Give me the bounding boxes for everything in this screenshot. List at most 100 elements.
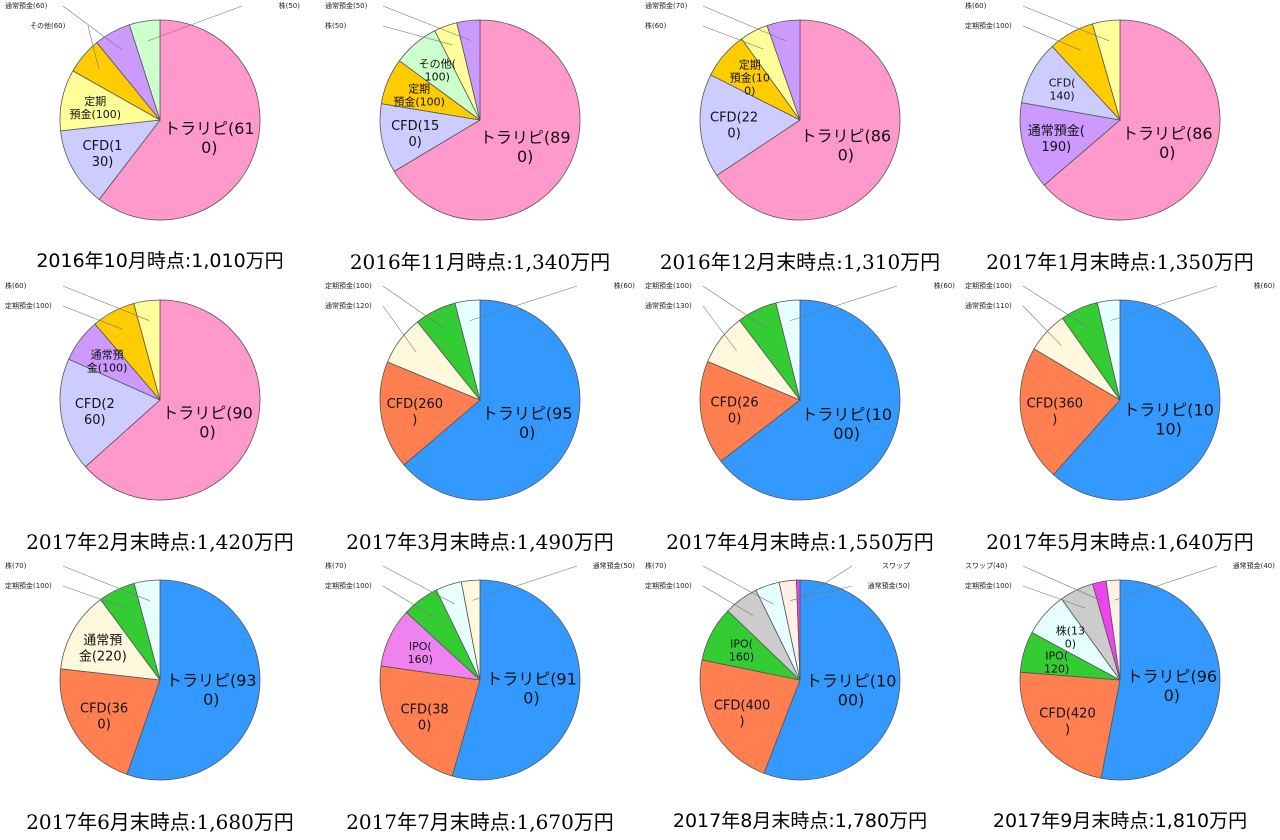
slice-label-定期預金: 定期預金(100) <box>645 581 692 590</box>
pie-svg-10: トラリピ(91 0) CFD(38 0) IPO(160) 定期預金(100) 株(70) 通… <box>325 561 635 781</box>
chart-title: 2017年8月末時点:1,780万円 <box>672 810 928 832</box>
slice-label-通常預金: 通常預金(70) <box>645 1 688 10</box>
slice-label-定期預金: 定期預金(100) <box>325 281 372 290</box>
pie-chart-9: トラリピ(93 0) CFD(36 0) 通常預金(220) 定期預金(100) 株(70)… <box>0 560 320 840</box>
slice-label-定期預金: 定期預金(100) <box>393 81 445 108</box>
leader-line-通常預金 <box>1022 305 1062 346</box>
slice-label-IPO: IPO(160) <box>729 637 754 663</box>
pie-slice-CFD <box>59 668 161 775</box>
chart-title: 2017年7月末時点:1,670万円 <box>346 810 614 834</box>
leader-line-通常預金 <box>702 305 737 352</box>
slice-label-CFD: CFD(1 30) <box>83 139 123 170</box>
chart-title: 2017年2月末時点:1,420万円 <box>26 530 294 554</box>
pie-slice-トラリピ <box>98 19 261 221</box>
chart-title: 2017年5月末時点:1,640万円 <box>986 530 1254 554</box>
leader-line-株 <box>1110 285 1218 321</box>
pie-slice-通常預金 <box>456 19 481 121</box>
slice-label-CFD: CFD(400) <box>714 698 770 729</box>
slice-label-CFD: CFD(15 0) <box>391 119 439 150</box>
slice-label-スワップ: スワップ <box>882 562 910 570</box>
leader-line-定期預金 <box>62 305 123 330</box>
leader-line-通常預金 <box>382 5 471 41</box>
chart-title: 2017年3月末時点:1,490万円 <box>346 530 614 554</box>
pie-slice-通常預金 <box>1019 102 1121 186</box>
pie-slice-CFD <box>699 74 801 176</box>
pie-svg-2: トラリピ(89 0) CFD(15 0) 定期預金(100)その他(100) 株(50) 通… <box>325 1 581 221</box>
slice-label-トラリピ: トラリピ(86 0) <box>1122 124 1213 162</box>
leader-line-定期預金 <box>1022 25 1081 51</box>
slice-label-通常預金: 通常預金(110) <box>965 301 1012 310</box>
pie-svg-1: トラリピ(61 0) CFD(1 30) 定期預金(100) その他(60) 通常預金(60… <box>5 1 301 221</box>
slice-label-その他: その他(60) <box>30 21 66 30</box>
slice-label-トラリピ: トラリピ(89 0) <box>480 128 571 166</box>
leader-line-株 <box>702 25 764 50</box>
chart-title: 2017年6月末時点:1,680万円 <box>26 810 294 834</box>
leader-line-定期預金 <box>382 585 433 617</box>
slice-label-トラリピ: トラリピ(93 0) <box>166 671 257 709</box>
pie-chart-12: トラリピ(96 0) CFD(420) IPO(120) 株(13 0) 定期預金(100)… <box>960 560 1280 840</box>
pie-chart-7: トラリピ(10 00) CFD(26 0) 通常預金(130) 定期預金(100) 株(60… <box>640 280 960 560</box>
pie-slice-通常預金 <box>460 579 481 681</box>
slice-label-トラリピ: トラリピ(61 0) <box>164 119 255 157</box>
leader-line-通常預金 <box>472 565 578 601</box>
pie-slice-トラリピ <box>84 299 261 501</box>
pie-slice-株 <box>454 299 481 401</box>
slice-label-CFD: CFD(420) <box>1039 707 1095 738</box>
pie-slice-CFD <box>379 103 482 172</box>
slice-label-通常預金: 通常預金(50) <box>868 581 911 590</box>
pie-slice-株 <box>1091 19 1121 121</box>
leader-line-株 <box>469 285 578 321</box>
chart-title: 2016年10月時点:1,010万円 <box>36 250 284 272</box>
leader-line-定期預金 <box>382 285 445 329</box>
leader-line-定期預金 <box>1022 285 1088 328</box>
slice-label-通常預金: 通常預金(120) <box>325 301 372 310</box>
pie-chart-2: トラリピ(89 0) CFD(15 0) 定期預金(100) その他(100) 株(50) 通… <box>320 0 640 280</box>
pie-chart-4: トラリピ(86 0) 通常預金(190) CFD(140) 定期預金(100) 株(60)… <box>960 0 1280 280</box>
pie-slice-スワップ <box>796 579 801 681</box>
leader-line-通常預金 <box>790 585 853 601</box>
leader-line-株 <box>147 5 243 42</box>
pie-slice-株 <box>1096 299 1121 401</box>
chart-title: 2016年11月時点:1,340万円 <box>349 250 611 274</box>
slice-label-株: 株(60) <box>645 21 667 30</box>
pie-slice-トラリピ <box>720 299 901 501</box>
pie-svg-6: トラリピ(95 0) CFD(260) 通常預金(120) 定期預金(100) 株(60) <box>325 281 636 501</box>
slice-label-株: 株(70) <box>645 561 667 570</box>
slice-label-定期預金: 定期預金(100) <box>965 581 1012 590</box>
slice-label-定期預金: 定期預金(100) <box>70 94 122 121</box>
slice-label-スワップ: スワップ(40) <box>965 562 1008 570</box>
pie-chart-10: トラリピ(91 0) CFD(38 0) IPO(160) 定期預金(100) 株(70) 通… <box>320 560 640 840</box>
slice-label-CFD: CFD(38 0) <box>401 702 449 733</box>
pie-slice-トラリピ <box>1052 299 1221 501</box>
slice-label-通常預金: 通常預金(130) <box>645 301 692 310</box>
slice-label-株: 株(70) <box>5 561 27 570</box>
pie-slice-CFD <box>60 119 161 200</box>
slice-label-定期預金: 定期預金(100) <box>325 581 372 590</box>
pie-svg-8: トラリピ(10 10) CFD(360) 通常預金(110) 定期預金(100) 株(60… <box>965 281 1275 501</box>
pie-slice-通常預金 <box>60 598 161 681</box>
slice-label-株: 株(60) <box>614 281 636 290</box>
slice-label-その他: その他(100) <box>419 58 456 84</box>
slice-label-定期預金: 定期預金(100) <box>645 281 692 290</box>
slice-label-トラリピ: トラリピ(95 0) <box>482 404 573 442</box>
slice-label-トラリピ: トラリピ(10 10) <box>1123 401 1214 439</box>
leader-line-通常預金 <box>1114 565 1218 601</box>
pie-slice-CFD <box>699 659 801 774</box>
leader-line-通常預金 <box>382 305 417 353</box>
chart-title: 2016年12月末時点:1,310万円 <box>659 250 941 274</box>
pie-svg-11: トラリピ(10 00) CFD(400) IPO(160) 定期預金(100) 株(70)… <box>645 561 911 781</box>
slice-label-株: 株(50) <box>279 1 301 10</box>
slice-label-CFD: CFD(22 0) <box>710 111 758 142</box>
pie-svg-7: トラリピ(10 00) CFD(26 0) 通常預金(130) 定期預金(100) 株(60… <box>645 281 955 501</box>
pie-slice-トラリピ <box>1043 19 1221 221</box>
pie-slice-株 <box>133 579 161 681</box>
pie-slice-トラリピ <box>393 19 581 221</box>
slice-label-トラリピ: トラリピ(91 0) <box>486 670 577 708</box>
leader-line-定期預金 <box>702 585 753 616</box>
leader-line-株 <box>702 565 774 605</box>
slice-label-CFD: CFD(260) <box>387 397 443 428</box>
pie-slice-CFD <box>1019 348 1121 476</box>
